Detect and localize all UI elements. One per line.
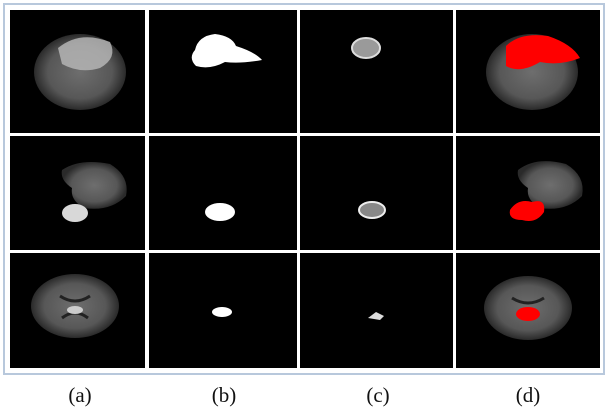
figure: (a) (b) (c) (d) bbox=[0, 0, 608, 414]
cell bbox=[300, 253, 453, 368]
overlay bbox=[516, 307, 540, 321]
mask bbox=[205, 203, 235, 221]
cell bbox=[149, 136, 297, 250]
tumor bbox=[67, 306, 83, 314]
cell bbox=[149, 10, 297, 133]
segment bbox=[359, 202, 385, 218]
panel-label: (a) bbox=[68, 383, 91, 407]
panel-label: (d) bbox=[516, 383, 541, 407]
panel-label: (b) bbox=[212, 383, 237, 407]
image-grid bbox=[10, 10, 600, 368]
tumor bbox=[62, 204, 88, 222]
page: (a) (b) (c) (d) (() => { const data = JS… bbox=[0, 0, 608, 414]
segment bbox=[352, 38, 380, 58]
cell bbox=[300, 136, 453, 250]
panel-label: (c) bbox=[366, 383, 389, 407]
mask bbox=[212, 307, 232, 317]
cell bbox=[300, 10, 453, 133]
